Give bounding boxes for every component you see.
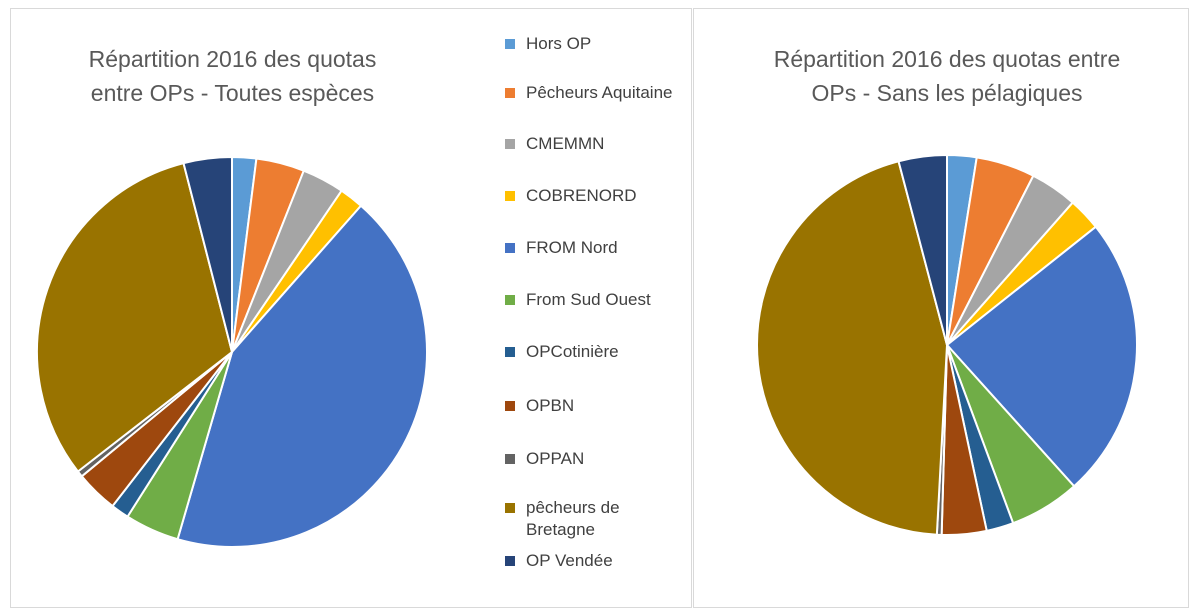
legend-label: OPPAN — [526, 449, 585, 468]
legend-swatch — [505, 39, 515, 49]
chart-title: Répartition 2016 des quotas entre OPs - … — [88, 46, 377, 106]
legend-label: FROM Nord — [526, 238, 618, 257]
legend-label: CMEMMN — [526, 134, 605, 153]
legend-label: OP Vendée — [526, 551, 613, 570]
pie-slice — [182, 155, 233, 353]
legend-swatch — [505, 556, 515, 566]
legend-label: COBRENORD — [526, 186, 637, 205]
legend-swatch — [505, 503, 515, 513]
legend-label: OPBN — [526, 396, 575, 415]
legend-swatch — [505, 139, 515, 149]
pie-slice — [176, 204, 428, 548]
pie-slice — [36, 161, 234, 473]
legend-label: Pêcheurs Aquitaine — [526, 83, 673, 102]
chart-title: Répartition 2016 des quotas entre OPs - … — [773, 46, 1121, 106]
pie-slice — [756, 160, 949, 536]
legend-label: pêcheurs de Bretagne — [526, 498, 620, 539]
legend-swatch — [505, 88, 515, 98]
legend-label: From Sud Ouest — [526, 290, 651, 309]
legend-label: OPCotinière — [526, 342, 619, 361]
legend-swatch — [505, 295, 515, 305]
legend-label: Hors OP — [526, 34, 592, 53]
pie-slice — [945, 225, 1138, 488]
legend-swatch — [505, 401, 515, 411]
legend-swatch — [505, 347, 515, 357]
legend-swatch — [505, 454, 515, 464]
legend-swatch — [505, 243, 515, 253]
pie-slice — [897, 153, 948, 346]
legend-swatch — [505, 191, 515, 201]
